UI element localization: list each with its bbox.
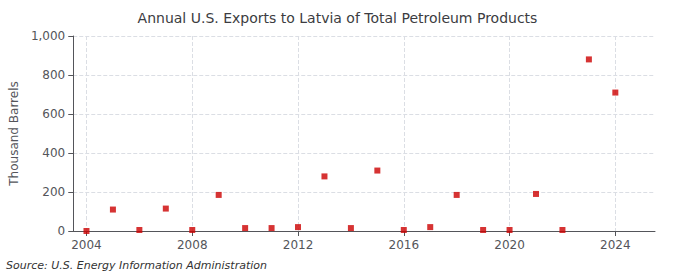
svg-text:Annual U.S. Exports to Latvia: Annual U.S. Exports to Latvia of Total P… xyxy=(138,10,538,26)
svg-text:600: 600 xyxy=(42,107,65,121)
svg-text:0: 0 xyxy=(58,224,66,238)
svg-text:Thousand Barrels: Thousand Barrels xyxy=(7,81,21,186)
svg-text:800: 800 xyxy=(42,68,65,82)
svg-text:2004: 2004 xyxy=(71,238,102,252)
svg-text:2012: 2012 xyxy=(283,238,314,252)
svg-text:2016: 2016 xyxy=(389,238,420,252)
svg-text:2008: 2008 xyxy=(177,238,208,252)
svg-text:1,000: 1,000 xyxy=(31,29,65,43)
svg-text:400: 400 xyxy=(42,146,65,160)
svg-text:2024: 2024 xyxy=(600,238,631,252)
svg-text:200: 200 xyxy=(42,185,65,199)
svg-text:Source: U.S. Energy Informatio: Source: U.S. Energy Information Administ… xyxy=(6,259,267,272)
svg-text:2020: 2020 xyxy=(494,238,525,252)
